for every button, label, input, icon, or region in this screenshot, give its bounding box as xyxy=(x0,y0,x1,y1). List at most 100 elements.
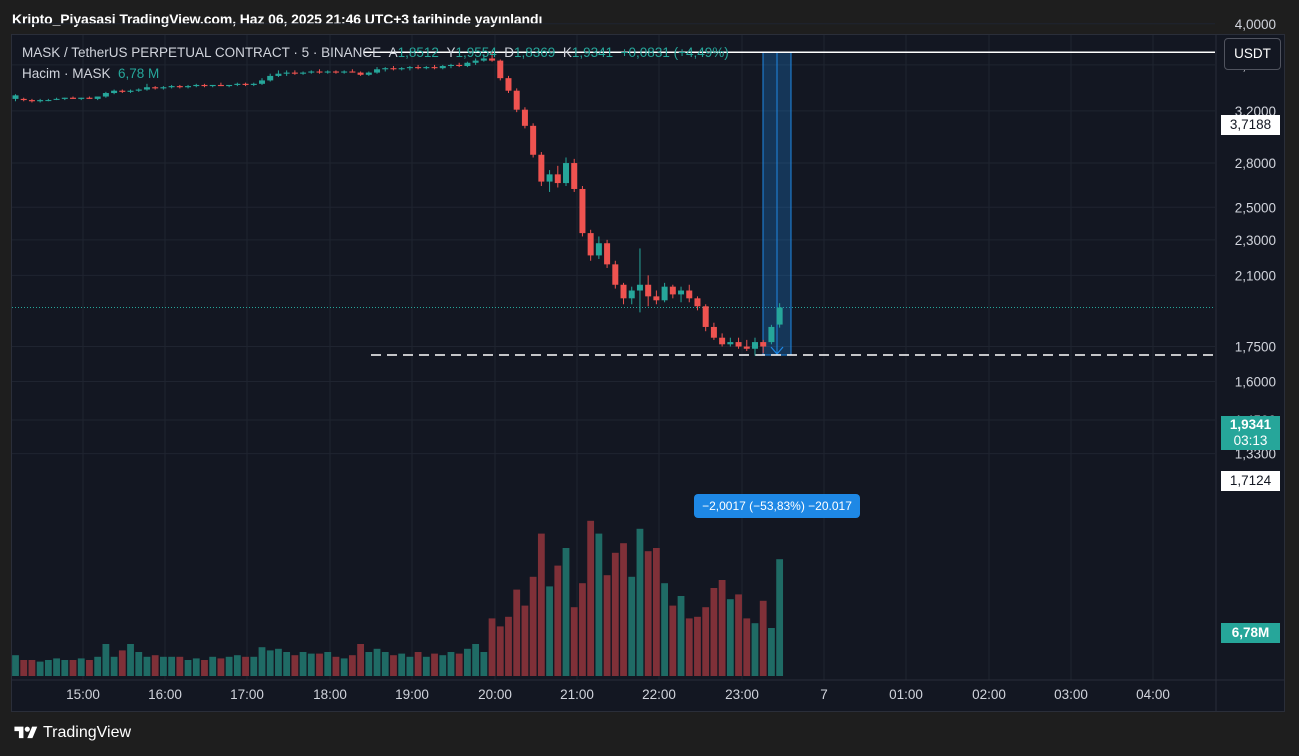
volume-bar xyxy=(184,660,192,676)
candle-body xyxy=(201,84,208,87)
legend-symbol[interactable]: MASK / TetherUS PERPETUAL CONTRACT · 5 ·… xyxy=(22,45,382,60)
measure-arrow-head xyxy=(770,346,784,355)
volume-bar xyxy=(299,652,307,676)
candle-body xyxy=(653,296,660,301)
high-value: 1,9554 xyxy=(455,45,497,60)
x-tick-label: 01:00 xyxy=(889,687,923,702)
candle-body xyxy=(357,72,364,75)
candle-body xyxy=(193,84,200,87)
volume-bar xyxy=(587,520,595,676)
volume-bar xyxy=(381,652,389,676)
volume-bar xyxy=(776,559,784,676)
candle-body xyxy=(250,83,257,85)
x-tick-label: 7 xyxy=(820,687,828,702)
volume-bar xyxy=(250,656,258,676)
candle-body xyxy=(546,174,553,182)
volume-bar xyxy=(521,605,529,676)
candle-body xyxy=(472,60,479,63)
candle-body xyxy=(127,90,134,92)
volume-bar xyxy=(669,605,677,676)
candle-body xyxy=(406,67,413,69)
volume-bar xyxy=(743,618,751,676)
x-tick-label: 03:00 xyxy=(1054,687,1088,702)
volume-bar xyxy=(513,589,521,676)
candle-body xyxy=(135,89,142,91)
candle-body xyxy=(37,100,44,102)
candle-body xyxy=(760,342,767,347)
candle-body xyxy=(727,342,734,345)
candle-body xyxy=(28,100,35,102)
candle-body xyxy=(45,100,52,102)
volume-bar xyxy=(570,607,578,676)
volume-label[interactable]: Hacim · MASK xyxy=(22,66,111,81)
volume-bar xyxy=(628,576,636,676)
candle-body xyxy=(628,290,635,299)
volume-bar xyxy=(159,656,167,676)
candle-body xyxy=(702,306,709,327)
y-tick-label: 4,0000 xyxy=(1235,17,1276,32)
candle-body xyxy=(217,84,224,87)
volume-bar xyxy=(266,650,274,676)
volume-bar xyxy=(406,656,414,676)
candle-body xyxy=(300,72,307,74)
candle-body xyxy=(341,71,348,73)
measure-label[interactable]: −2,0017 (−53,83%) −20.017 xyxy=(694,494,860,518)
volume-bar xyxy=(718,580,726,676)
volume-bar xyxy=(102,644,110,676)
volume-bar xyxy=(439,655,447,676)
volume-bar xyxy=(118,650,126,676)
volume-bar xyxy=(644,551,652,676)
candle-body xyxy=(160,87,167,89)
candle-body xyxy=(176,86,183,88)
close-label: K xyxy=(562,45,572,60)
candle-body xyxy=(102,93,109,97)
candle-body xyxy=(530,125,537,155)
last-price-tag: 1,9341 03:13 xyxy=(1221,416,1280,450)
open-label: A xyxy=(388,45,398,60)
y-tick-label: 1,6000 xyxy=(1235,375,1276,390)
candle-body xyxy=(776,307,783,325)
volume-bar xyxy=(348,655,356,676)
volume-bar xyxy=(636,528,644,676)
volume-value: 6,78 M xyxy=(118,66,160,81)
candle-body xyxy=(686,290,693,299)
x-tick-label: 21:00 xyxy=(560,687,594,702)
volume-bar xyxy=(595,533,603,676)
candle-body xyxy=(489,58,496,61)
volume-bar xyxy=(20,660,28,676)
volume-bar xyxy=(488,618,496,676)
candle-body xyxy=(382,68,389,70)
candle-body xyxy=(456,64,463,67)
candle-body xyxy=(61,97,68,99)
candle-body xyxy=(710,326,717,338)
candle-body xyxy=(587,233,594,256)
candle-body xyxy=(636,284,643,291)
candle-body xyxy=(143,87,150,90)
volume-bar xyxy=(735,594,742,676)
volume-bar xyxy=(365,652,373,676)
close-value: 1,9341 xyxy=(571,45,614,60)
volume-bar xyxy=(447,652,455,676)
volume-bar xyxy=(86,660,93,676)
volume-bar xyxy=(677,596,685,676)
high-label: Y xyxy=(446,45,456,60)
volume-bar xyxy=(127,644,134,676)
volume-bar xyxy=(685,618,693,676)
candle-body xyxy=(423,67,430,69)
volume-bar xyxy=(44,660,52,676)
volume-bar xyxy=(529,576,537,676)
volume-bar xyxy=(357,644,364,676)
volume-bar xyxy=(275,648,282,676)
volume-bar xyxy=(620,543,627,676)
candle-body xyxy=(579,188,586,234)
volume-bar xyxy=(233,655,241,676)
change-value: +0,0831 (+4,49%) xyxy=(620,45,729,60)
candle-body xyxy=(439,66,446,69)
volume-bar xyxy=(579,583,586,676)
x-tick-label: 23:00 xyxy=(725,687,759,702)
currency-button[interactable]: USDT xyxy=(1224,38,1281,70)
candle-body xyxy=(324,71,331,73)
volume-bar xyxy=(209,656,217,676)
volume-bar xyxy=(201,660,208,676)
